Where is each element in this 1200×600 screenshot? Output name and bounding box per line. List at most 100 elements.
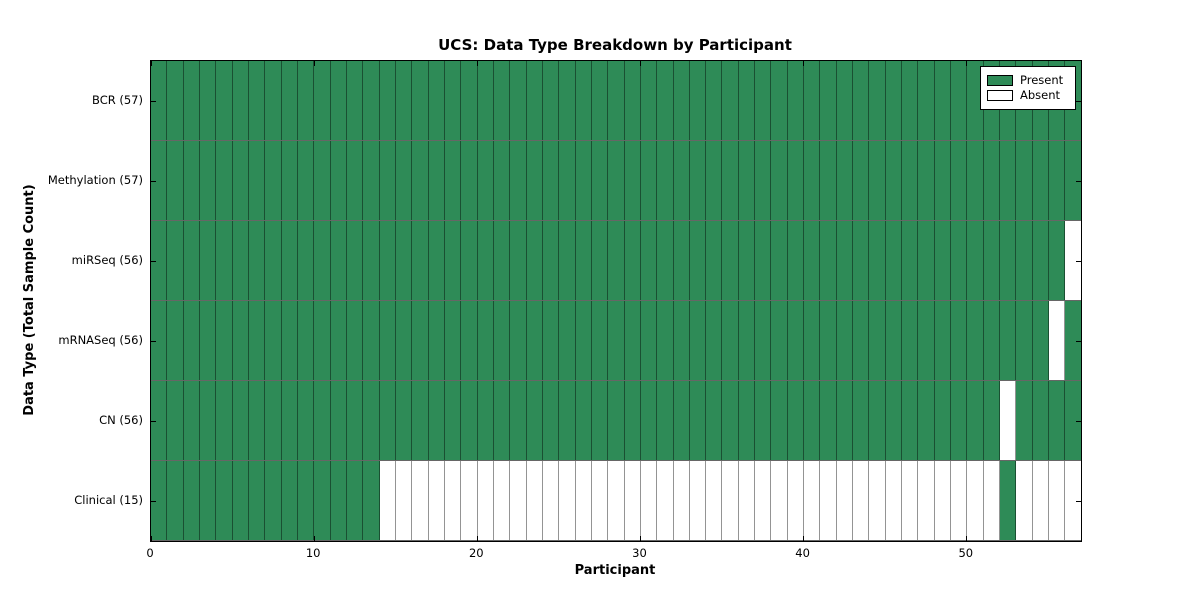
heatmap-cell — [624, 221, 641, 300]
heatmap-cell — [1016, 221, 1033, 300]
heatmap-cell — [624, 61, 641, 140]
heatmap-cell — [477, 221, 494, 300]
heatmap-cell — [575, 381, 592, 460]
heatmap-cell — [477, 461, 494, 540]
heatmap-cell — [918, 461, 935, 540]
heatmap-row-mirseq — [151, 221, 1081, 301]
heatmap-cell — [885, 221, 903, 300]
heatmap-cell — [151, 61, 168, 140]
heatmap-cell — [510, 461, 527, 540]
heatmap-cell — [820, 221, 837, 300]
heatmap-cell — [183, 61, 200, 140]
x-tick-label: 20 — [468, 546, 484, 560]
heatmap-cell — [510, 141, 527, 220]
heatmap-cell — [477, 141, 494, 220]
heatmap-cell — [804, 461, 821, 540]
heatmap-cell — [542, 461, 560, 540]
heatmap-cell — [820, 461, 837, 540]
heatmap-cell — [608, 61, 625, 140]
heatmap-cell — [559, 301, 576, 380]
x-tick-mark — [476, 536, 478, 541]
heatmap-cell — [510, 61, 527, 140]
x-tick-label: 30 — [632, 546, 647, 560]
heatmap-row-cn — [151, 381, 1081, 461]
heatmap-cell — [346, 221, 364, 300]
heatmap-cell — [248, 381, 266, 460]
heatmap-cell — [885, 461, 903, 540]
y-tick-mark — [151, 100, 156, 102]
heatmap-cell — [771, 301, 788, 380]
x-tick-mark — [966, 61, 968, 66]
heatmap-cell — [918, 221, 935, 300]
heatmap-cell — [510, 301, 527, 380]
heatmap-cell — [379, 301, 396, 380]
heatmap-cell — [461, 221, 478, 300]
heatmap-cell — [575, 301, 592, 380]
heatmap-cell — [624, 301, 641, 380]
heatmap-cell — [559, 141, 576, 220]
heatmap-cell — [265, 61, 282, 140]
heatmap-cell — [363, 221, 380, 300]
heatmap-cell — [265, 301, 282, 380]
heatmap-cell — [1032, 221, 1050, 300]
heatmap-cell — [477, 61, 494, 140]
heatmap-cell — [477, 381, 494, 460]
heatmap-cell — [902, 61, 919, 140]
heatmap-cell — [199, 381, 217, 460]
heatmap-cell — [314, 61, 331, 140]
heatmap-cell — [804, 221, 821, 300]
heatmap-cell — [771, 461, 788, 540]
heatmap-cell — [265, 381, 282, 460]
heatmap-cell — [787, 381, 805, 460]
heatmap-cell — [199, 301, 217, 380]
heatmap-cell — [1032, 381, 1050, 460]
y-tick-mark — [151, 180, 156, 182]
heatmap-cell — [542, 141, 560, 220]
y-tick-labels: BCR (57) Methylation (57) miRSeq (56) mRNAS… — [0, 60, 143, 540]
heatmap-cell — [559, 381, 576, 460]
heatmap-cell — [967, 461, 984, 540]
heatmap-cell — [444, 301, 462, 380]
heatmap-cell — [706, 301, 723, 380]
legend-swatch-present-icon — [987, 75, 1013, 86]
heatmap-cell — [640, 61, 658, 140]
heatmap-cell — [248, 61, 266, 140]
heatmap-cell — [216, 461, 233, 540]
heatmap-cell — [1049, 301, 1066, 380]
heatmap-cell — [836, 221, 854, 300]
heatmap-cell — [787, 461, 805, 540]
heatmap-cell — [199, 141, 217, 220]
heatmap-cell — [232, 301, 249, 380]
heatmap-cell — [526, 141, 543, 220]
heatmap-cell — [640, 381, 658, 460]
heatmap-cell — [836, 141, 854, 220]
heatmap-cell — [297, 301, 315, 380]
heatmap-cell — [934, 461, 952, 540]
heatmap-cell — [461, 301, 478, 380]
heatmap-cell — [608, 301, 625, 380]
heatmap-cell — [591, 461, 609, 540]
heatmap-cell — [559, 221, 576, 300]
heatmap-cell — [738, 221, 756, 300]
heatmap-cell — [869, 381, 886, 460]
heatmap-cell — [1049, 141, 1066, 220]
heatmap-cell — [363, 61, 380, 140]
heatmap-cell — [248, 141, 266, 220]
heatmap-cell — [689, 461, 707, 540]
heatmap-cell — [493, 141, 511, 220]
heatmap-cell — [934, 381, 952, 460]
x-tick-mark — [803, 61, 805, 66]
heatmap-cell — [510, 221, 527, 300]
heatmap-cell — [722, 141, 739, 220]
heatmap-cell — [281, 461, 298, 540]
heatmap-cell — [657, 381, 674, 460]
heatmap-cell — [804, 301, 821, 380]
heatmap-cell — [983, 301, 1001, 380]
heatmap-cell — [934, 301, 952, 380]
heatmap-cell — [1065, 301, 1081, 380]
heatmap-cell — [967, 301, 984, 380]
heatmap-cell — [1049, 461, 1066, 540]
heatmap-cell — [836, 301, 854, 380]
heatmap-cell — [836, 61, 854, 140]
x-tick-mark — [150, 536, 152, 541]
